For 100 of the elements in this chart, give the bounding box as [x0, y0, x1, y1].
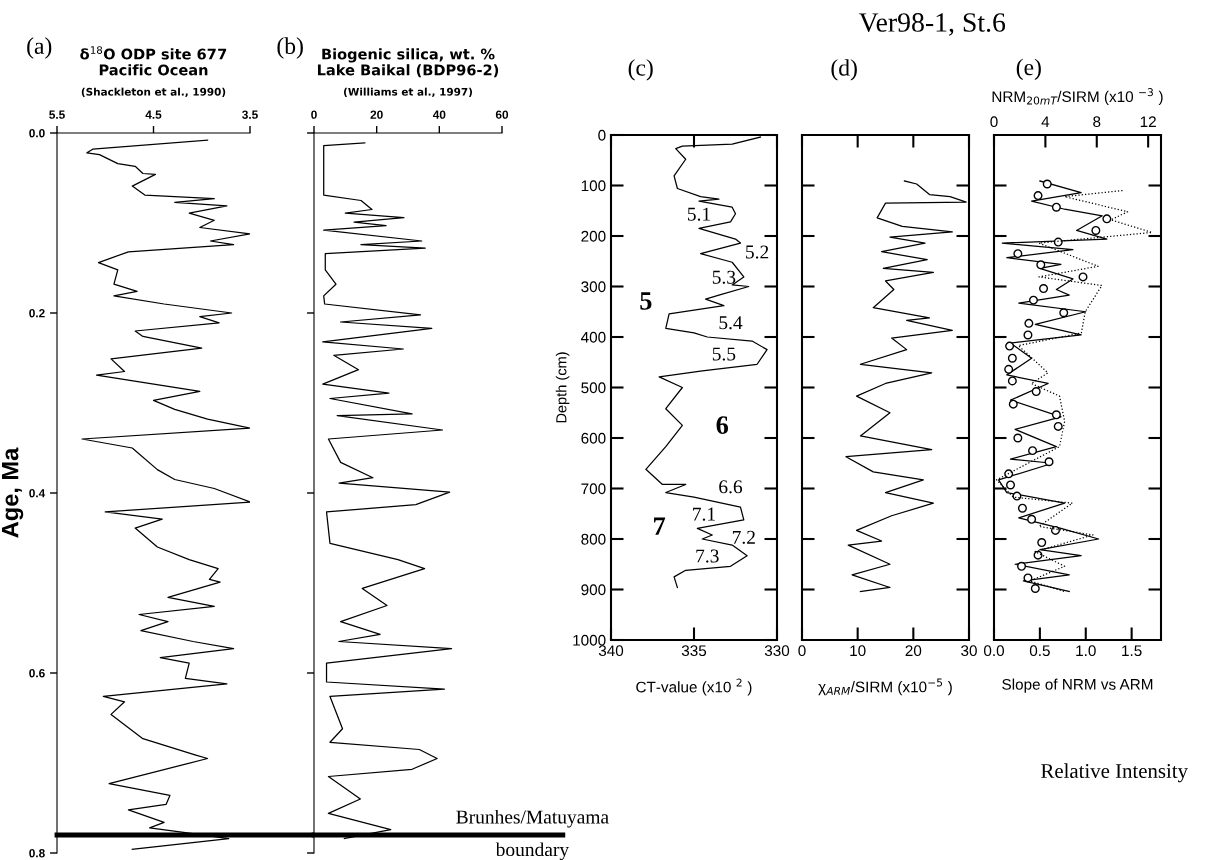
point	[1028, 295, 1038, 305]
x-tick-label: 20	[370, 110, 383, 119]
x-tick-label: 0.5	[1029, 645, 1050, 657]
point	[1008, 399, 1018, 409]
point	[1017, 561, 1027, 571]
point	[1023, 573, 1033, 583]
point	[1053, 421, 1063, 431]
y-tick-label: 1000	[573, 634, 606, 646]
x2-tick-label: 4	[1041, 116, 1050, 127]
y-tick-label: 0.6	[29, 669, 45, 678]
y-tick-label: 100	[581, 180, 606, 192]
annotation: 7.3	[696, 549, 719, 563]
point	[1004, 364, 1014, 374]
x-axis-title: Slope of NRM vs ARM	[1002, 678, 1153, 693]
annotation: 5.1	[687, 207, 710, 221]
point	[1102, 214, 1112, 224]
x-tick-label: 340	[598, 645, 624, 657]
point	[1013, 249, 1023, 259]
point	[1023, 330, 1033, 340]
y-tick-label: 400	[581, 331, 606, 343]
x-tick-label: 40	[432, 110, 446, 119]
text: (d)	[831, 59, 857, 81]
x-tick-label: 0.0	[983, 645, 1005, 657]
x-tick-label: 1.0	[1076, 645, 1096, 657]
text: (a)	[27, 37, 52, 59]
point	[1059, 308, 1069, 318]
chart-title: Biogenic silica, wt. % Lake Baikal (BDP96-2)	[317, 48, 499, 78]
y-tick-label: 0.0	[29, 129, 45, 138]
x-tick-label: 330	[764, 645, 790, 657]
x-tick-label: 30	[961, 645, 977, 657]
point	[1031, 387, 1041, 397]
point	[1078, 272, 1088, 282]
x-axis-title: CT-value (x10 $^{2}$ )	[636, 678, 752, 696]
point	[1037, 538, 1047, 548]
point	[1013, 433, 1023, 443]
y-axis-title: Depth (cm)	[555, 352, 570, 423]
x-tick-label: 20	[905, 645, 922, 657]
point	[1039, 284, 1049, 294]
y-tick-label: 700	[581, 483, 606, 495]
point	[1005, 341, 1015, 351]
point	[1050, 525, 1060, 535]
x-tick-label: 60	[495, 110, 509, 119]
x-axis-title: χ$_{ARM}$/SIRM (x10$^{−5}$ )	[818, 678, 952, 696]
annotation: 7	[654, 517, 666, 535]
x-tick-label: 0	[798, 645, 806, 657]
text: (b)	[277, 37, 303, 59]
chart-subtitle: (Shackleton et al., 1990)	[81, 87, 226, 98]
x2-tick-label: 12	[1140, 116, 1156, 127]
text: (c)	[628, 59, 653, 81]
point	[1027, 514, 1037, 524]
chart-title: δ$^{18}$O ODP site 677 Pacific Ocean	[80, 46, 227, 76]
y-tick-label: 600	[581, 432, 606, 444]
point	[1030, 583, 1040, 593]
point	[1091, 225, 1101, 235]
y-tick-label: 500	[581, 382, 606, 394]
annotation: 7.1	[693, 507, 715, 521]
x2-axis-title: NRM$_{20mT}$/SIRM (x10 $^{−3}$ )	[992, 88, 1163, 106]
x-tick-label: 0	[311, 110, 317, 119]
annotation: 6	[716, 416, 729, 434]
x-tick-label: 10	[850, 645, 866, 657]
point	[1042, 179, 1052, 189]
point	[1036, 260, 1046, 270]
point	[1051, 410, 1061, 420]
y-tick-label: 0.2	[29, 309, 45, 318]
y-tick-label: 0.4	[29, 489, 46, 498]
point	[1007, 376, 1017, 386]
point	[1051, 202, 1061, 212]
x-tick-label: 3.5	[242, 110, 258, 119]
annotation: 5	[640, 292, 652, 310]
text: Ver98-1, St.6	[858, 13, 1006, 36]
point	[1012, 491, 1022, 501]
point	[1024, 318, 1034, 328]
annotation: 5.2	[746, 245, 769, 259]
x-tick-label: 1.5	[1122, 645, 1142, 657]
ref-line-label: Brunhes/Matuyama boundary	[456, 809, 609, 860]
annotation: 5.5	[712, 347, 736, 361]
annotation: 6.6	[719, 480, 743, 494]
text: Relative Intensity	[1041, 763, 1188, 783]
annotation: 5.3	[712, 270, 736, 284]
x-tick-label: 335	[681, 645, 707, 657]
y-tick-label: 800	[581, 533, 606, 545]
x-tick-label: 4.5	[145, 110, 162, 119]
annotation: 7.2	[732, 530, 755, 544]
y-tick-label: 300	[581, 281, 606, 293]
point	[1017, 503, 1027, 513]
x-tick-label: 5.5	[49, 110, 65, 119]
y-tick-label: 0	[598, 129, 606, 141]
y-axis-title: Age, Ma	[1, 447, 24, 538]
point	[1028, 446, 1038, 456]
annotation: 5.4	[719, 316, 743, 330]
text: (e)	[1016, 58, 1041, 81]
x2-tick-label: 8	[1093, 116, 1101, 128]
y-tick-label: 0.8	[29, 849, 45, 858]
point	[1006, 480, 1016, 490]
point	[1007, 353, 1017, 363]
y-tick-label: 200	[581, 230, 606, 242]
point	[1004, 469, 1014, 479]
point	[1044, 457, 1054, 467]
y-tick-label: 900	[581, 584, 606, 596]
point	[1033, 191, 1043, 201]
